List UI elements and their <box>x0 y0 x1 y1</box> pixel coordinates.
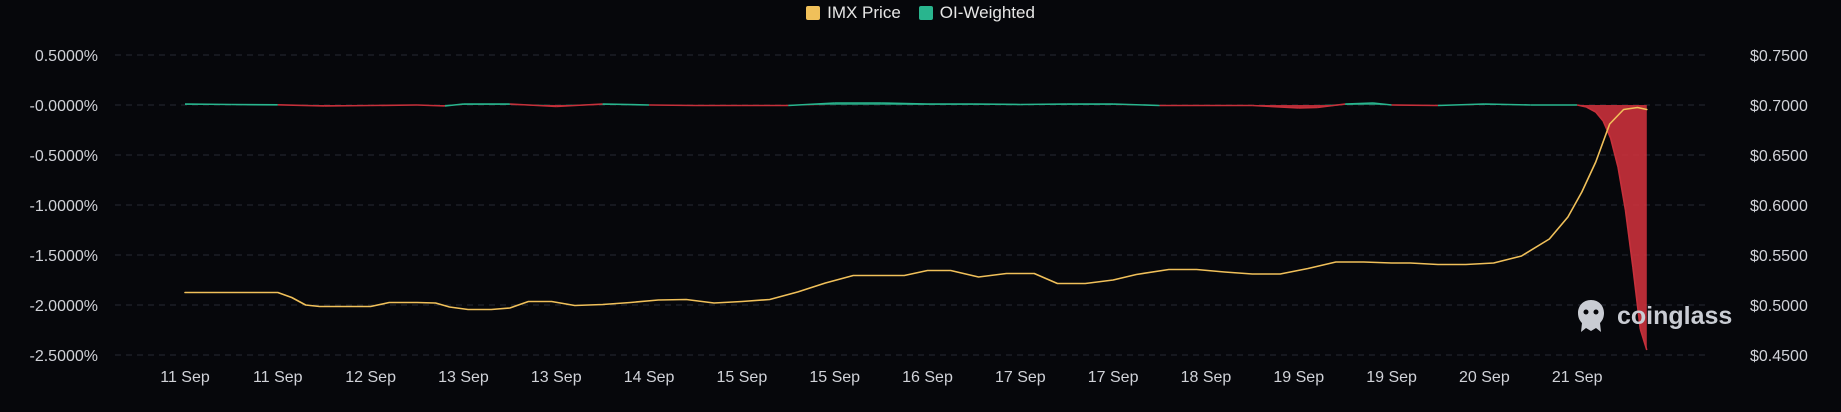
legend-item-price[interactable]: IMX Price <box>806 3 901 23</box>
oi-line-segment <box>1299 108 1318 109</box>
x-tick-label: 19 Sep <box>1366 369 1417 386</box>
y-right-tick-label: $0.7000 <box>1750 98 1808 115</box>
x-tick-label: 11 Sep <box>253 369 303 386</box>
oi-line-segment <box>1438 104 1484 106</box>
x-tick-label: 21 Sep <box>1552 369 1603 386</box>
y-left-tick-label: -0.0000% <box>30 98 99 115</box>
watermark-text: coinglass <box>1617 302 1732 331</box>
legend-swatch-price <box>806 6 820 20</box>
legend-label-oi: OI-Weighted <box>940 3 1035 23</box>
x-tick-label: 13 Sep <box>531 369 582 386</box>
price-line <box>185 108 1647 310</box>
x-tick-label: 12 Sep <box>345 369 396 386</box>
legend-item-oi[interactable]: OI-Weighted <box>919 3 1035 23</box>
y-right-tick-label: $0.6500 <box>1750 148 1808 165</box>
oi-negative-area <box>185 105 1647 350</box>
legend-swatch-oi <box>919 6 933 20</box>
y-right-tick-label: $0.6000 <box>1750 198 1808 215</box>
oi-line-segment <box>603 104 649 105</box>
x-tick-label: 15 Sep <box>809 369 860 386</box>
oi-line-segment <box>649 105 695 106</box>
oi-line-segment <box>417 105 445 106</box>
y-left-tick-label: -1.0000% <box>30 198 99 215</box>
coinglass-logo-icon <box>1573 296 1609 336</box>
y-left-tick-label: -2.0000% <box>30 298 99 315</box>
y-right-tick-label: $0.7500 <box>1750 48 1808 65</box>
y-left-tick-label: 0.5000% <box>35 48 98 65</box>
y-left-tick-label: -0.5000% <box>30 148 99 165</box>
oi-line-segment <box>1345 103 1373 104</box>
oi-line-segment <box>881 103 927 104</box>
series-layer <box>185 103 1647 350</box>
oi-line-segment <box>1020 104 1066 105</box>
oi-line-segment <box>324 106 370 107</box>
y-left-tick-label: -2.5000% <box>30 348 99 365</box>
x-tick-label: 13 Sep <box>438 369 489 386</box>
axis-layer: 0.5000% -0.0000% -0.5000% -1.0000% -1.5000% -… <box>30 48 1808 386</box>
chart-legend: IMX Price OI-Weighted <box>0 3 1841 23</box>
oi-line-segment <box>445 104 464 106</box>
y-right-tick-label: $0.5000 <box>1750 298 1808 315</box>
x-tick-label: 17 Sep <box>995 369 1046 386</box>
x-tick-label: 16 Sep <box>902 369 953 386</box>
legend-label-price: IMX Price <box>827 3 901 23</box>
oi-line-segment <box>371 105 417 106</box>
oi-line-segment <box>1392 105 1438 106</box>
x-tick-label: 14 Sep <box>624 369 675 386</box>
grid-layer <box>115 55 1710 355</box>
coinglass-watermark: coinglass <box>1573 296 1732 336</box>
x-tick-label: 17 Sep <box>1088 369 1139 386</box>
x-tick-label: 20 Sep <box>1459 369 1510 386</box>
x-tick-label: 11 Sep <box>160 369 210 386</box>
x-tick-label: 19 Sep <box>1273 369 1324 386</box>
x-tick-label: 18 Sep <box>1181 369 1232 386</box>
y-right-tick-label: $0.5500 <box>1750 248 1808 265</box>
y-left-tick-label: -1.5000% <box>30 248 99 265</box>
x-tick-label: 15 Sep <box>717 369 768 386</box>
oi-line-segment <box>185 104 231 105</box>
oi-line-segment <box>974 104 1020 105</box>
y-right-tick-label: $0.4500 <box>1750 348 1808 365</box>
oi-line-segment <box>1484 104 1530 105</box>
